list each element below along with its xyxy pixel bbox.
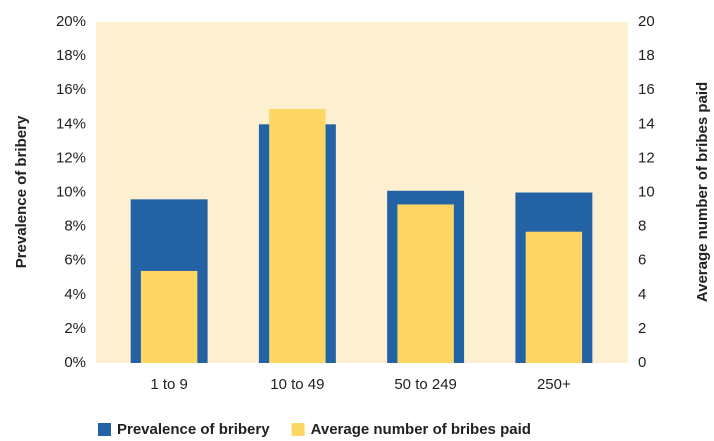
y2-tick-label: 6	[638, 252, 646, 269]
x-tick-label: 50 to 249	[394, 376, 457, 393]
y-tick-label: 6%	[64, 252, 86, 269]
y2-tick-label: 18	[638, 47, 655, 64]
x-tick-label: 1 to 9	[150, 376, 188, 393]
y-tick-label: 12%	[56, 149, 86, 166]
y2-tick-label: 20	[638, 13, 655, 30]
y2-tick-label: 2	[638, 320, 646, 337]
y-tick-label: 8%	[64, 218, 86, 235]
y-tick-label: 16%	[56, 81, 86, 98]
legend-label: Prevalence of bribery	[117, 421, 270, 438]
y2-tick-label: 16	[638, 81, 655, 98]
y-tick-label: 20%	[56, 13, 86, 30]
bar	[397, 204, 454, 363]
y2-axis-label: Average number of bribes paid	[694, 82, 711, 302]
x-tick-label: 250+	[537, 376, 571, 393]
y-tick-label: 14%	[56, 115, 86, 132]
bar	[269, 108, 326, 363]
x-tick-label: 10 to 49	[270, 376, 324, 393]
bar	[140, 270, 198, 363]
bar	[525, 231, 583, 363]
y2-tick-label: 8	[638, 218, 646, 235]
y-axis-label: Prevalence of bribery	[13, 115, 30, 268]
y2-tick-label: 14	[638, 115, 655, 132]
y-tick-label: 2%	[64, 320, 86, 337]
y-tick-label: 18%	[56, 47, 86, 64]
y-tick-label: 10%	[56, 183, 86, 200]
y2-tick-label: 10	[638, 183, 655, 200]
y-tick-label: 4%	[64, 286, 86, 303]
legend-swatch	[291, 423, 305, 436]
legend-label: Average number of bribes paid	[311, 421, 531, 438]
y2-tick-label: 0	[638, 354, 646, 371]
legend-swatch	[98, 423, 111, 436]
y2-tick-label: 12	[638, 149, 655, 166]
y2-tick-label: 4	[638, 286, 646, 303]
y-tick-label: 0%	[64, 354, 86, 371]
